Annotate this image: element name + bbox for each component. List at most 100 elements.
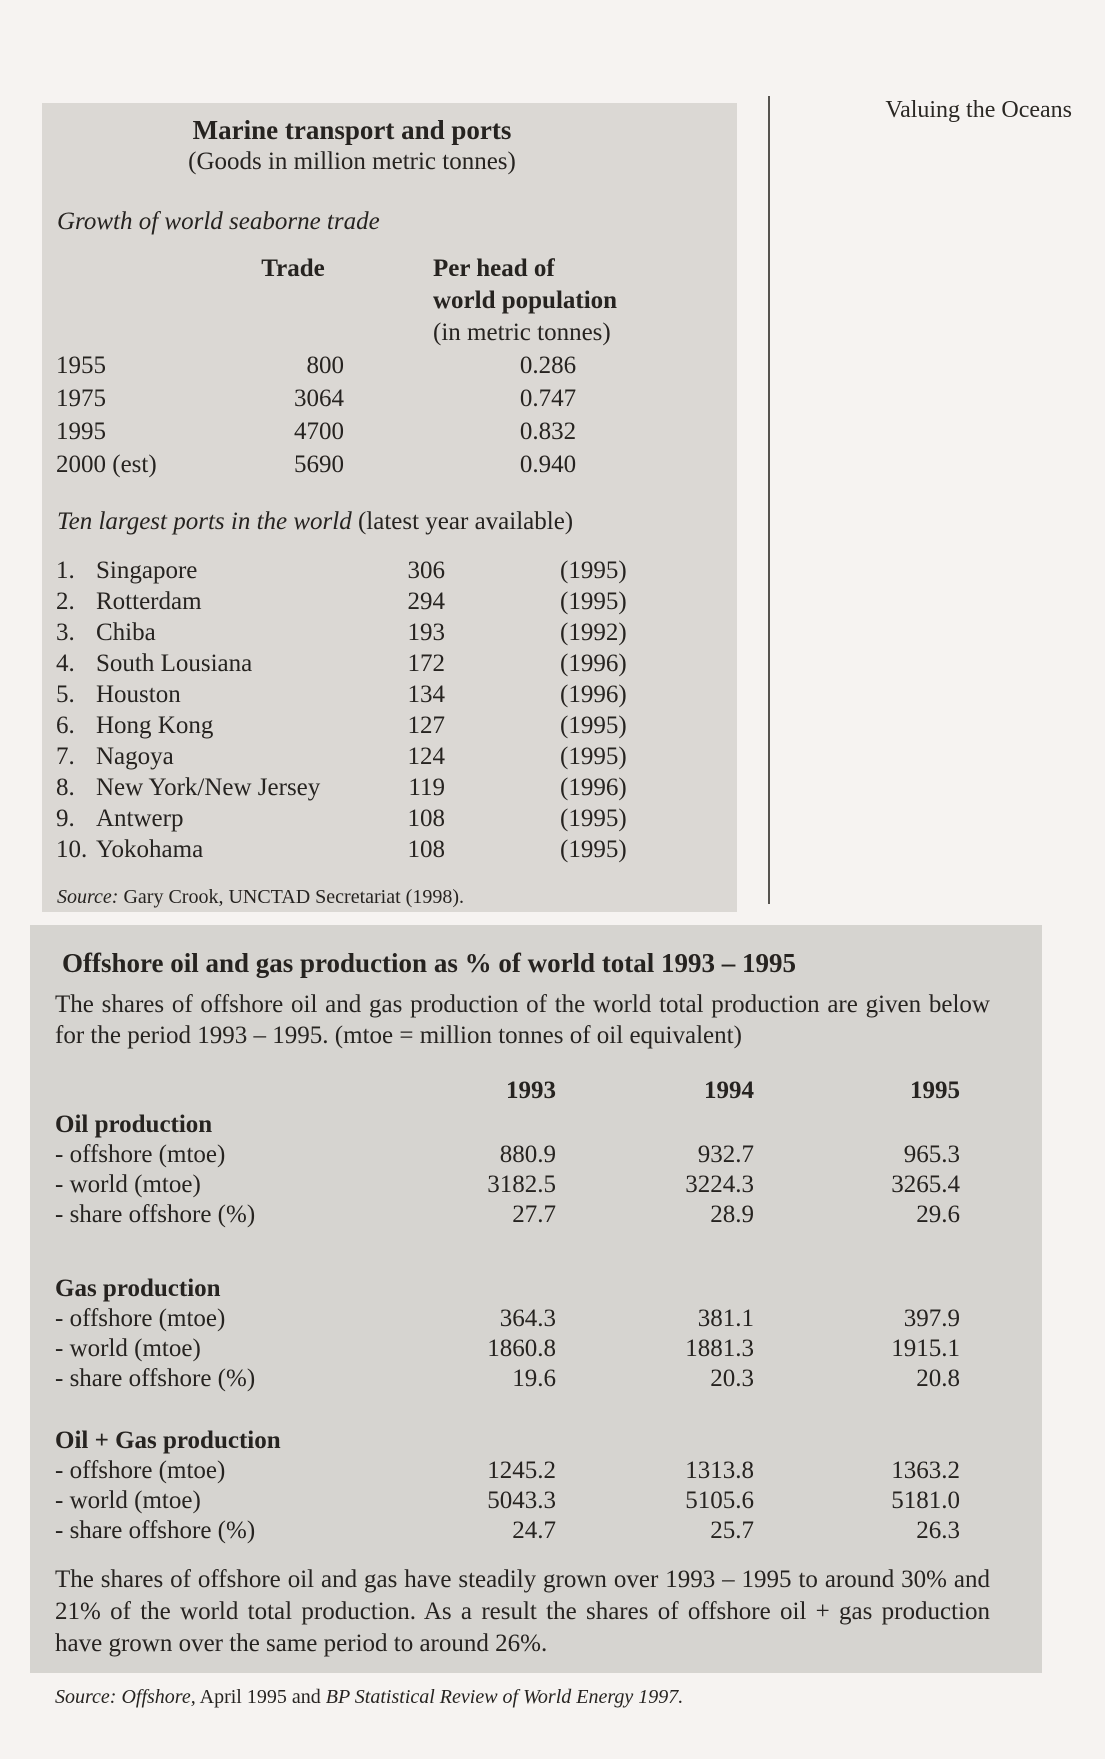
value-1994: 3224.3 (685, 1171, 754, 1198)
row-label: - offshore (mtoe) (55, 1305, 226, 1332)
value-1994: 5105.6 (685, 1487, 754, 1514)
offshore-production-box: Offshore oil and gas production as % of … (30, 925, 1042, 1708)
port-name: Nagoya (96, 743, 174, 770)
section-gas-production: Gas production - offshore (mtoe) 364.3 3… (55, 1274, 1042, 1394)
port-year: (1995) (560, 588, 627, 615)
value-1994: 28.9 (710, 1201, 754, 1228)
port-year: (1995) (560, 712, 627, 739)
year-header: 1994 (704, 1077, 754, 1104)
perhead-line3: (in metric tonnes) (433, 319, 611, 346)
seaborne-col-perhead: Per head of world population (in metric … (433, 253, 663, 349)
port-name: Chiba (96, 619, 156, 646)
value-1995: 29.6 (916, 1201, 960, 1228)
year-header: 1995 (910, 1077, 960, 1104)
value-1994: 932.7 (697, 1141, 754, 1168)
row-label: - share offshore (%) (55, 1517, 256, 1544)
row-label: - offshore (mtoe) (55, 1141, 226, 1168)
seaborne-trade-value: 3064 (294, 385, 344, 412)
source-text: Gary Crook, UNCTAD Secretariat (1998). (123, 886, 464, 908)
port-name: Hong Kong (96, 712, 214, 739)
port-row: 6. Hong Kong 127 (1995) (42, 710, 737, 741)
value-1994: 1313.8 (685, 1457, 754, 1484)
seaborne-row: 2000 (est) 5690 0.940 (42, 448, 737, 481)
seaborne-trade-header-row: Trade Per head of world population (in m… (42, 253, 737, 349)
value-1993: 3182.5 (487, 1171, 556, 1198)
marine-box-title-block: Marine transport and ports (Goods in mil… (42, 115, 662, 177)
port-volume: 134 (407, 681, 446, 708)
source-label: Source: (57, 886, 119, 908)
value-1995: 1915.1 (891, 1335, 960, 1362)
data-row: - share offshore (%) 27.7 28.9 29.6 (55, 1200, 1042, 1230)
row-label: - world (mtoe) (55, 1487, 201, 1514)
seaborne-perhead-value: 0.940 (519, 451, 577, 478)
port-year: (1995) (560, 557, 627, 584)
port-name: New York/New Jersey (96, 774, 321, 801)
value-1993: 364.3 (499, 1305, 556, 1332)
data-row: - offshore (mtoe) 880.9 932.7 965.3 (55, 1140, 1042, 1170)
value-1995: 26.3 (916, 1517, 960, 1544)
offshore-source-line: Source: Offshore, April 1995 and BP Stat… (55, 1685, 1042, 1709)
port-year: (1996) (560, 650, 627, 677)
row-label: - world (mtoe) (55, 1335, 201, 1362)
section-heading: Gas production (55, 1275, 221, 1302)
source-work-2: BP Statistical Review of World Energy 19… (325, 1686, 684, 1708)
port-rank: 10. (56, 836, 88, 863)
section-oil-production: Oil production - offshore (mtoe) 880.9 9… (55, 1110, 1042, 1230)
port-year: (1996) (560, 774, 627, 801)
seaborne-trade-value: 800 (306, 352, 345, 379)
ports-heading-italic: Ten largest ports in the world (57, 508, 352, 535)
port-volume: 124 (407, 743, 446, 770)
value-1995: 1363.2 (891, 1457, 960, 1484)
port-rank: 3. (56, 619, 75, 646)
port-rank: 4. (56, 650, 75, 677)
port-rank: 9. (56, 805, 75, 832)
port-volume: 193 (407, 619, 446, 646)
seaborne-row: 1975 3064 0.747 (42, 382, 737, 415)
value-1993: 5043.3 (487, 1487, 556, 1514)
port-row: 9. Antwerp 108 (1995) (42, 803, 737, 834)
row-label: - offshore (mtoe) (55, 1457, 226, 1484)
seaborne-trade-value: 4700 (294, 418, 344, 445)
value-1995: 965.3 (903, 1141, 960, 1168)
value-1995: 5181.0 (891, 1487, 960, 1514)
port-rank: 5. (56, 681, 75, 708)
data-row: - world (mtoe) 5043.3 5105.6 5181.0 (55, 1486, 1042, 1516)
offshore-box-title: Offshore oil and gas production as % of … (62, 948, 797, 978)
offshore-intro-paragraph: The shares of offshore oil and gas produ… (55, 991, 990, 1049)
marine-source-line: Source: Gary Crook, UNCTAD Secretariat (… (57, 885, 737, 909)
value-1994: 25.7 (710, 1517, 754, 1544)
row-label: - world (mtoe) (55, 1171, 201, 1198)
port-row: 7. Nagoya 124 (1995) (42, 741, 737, 772)
seaborne-perhead-value: 0.832 (519, 418, 577, 445)
value-1995: 397.9 (903, 1305, 960, 1332)
value-1993: 24.7 (512, 1517, 556, 1544)
data-row: - offshore (mtoe) 364.3 381.1 397.9 (55, 1304, 1042, 1334)
port-rank: 7. (56, 743, 75, 770)
source-middle: April 1995 and (195, 1686, 326, 1708)
port-name: Yokohama (96, 836, 204, 863)
port-row: 5. Houston 134 (1996) (42, 679, 737, 710)
port-volume: 294 (407, 588, 446, 615)
marine-box-subtitle: (Goods in million metric tonnes) (188, 148, 516, 175)
port-name: Antwerp (96, 805, 184, 832)
value-1994: 1881.3 (685, 1335, 754, 1362)
value-1993: 27.7 (512, 1201, 556, 1228)
port-name: Rotterdam (96, 588, 202, 615)
seaborne-row: 1955 800 0.286 (42, 349, 737, 382)
column-divider-rule (768, 96, 770, 904)
offshore-year-header-row: 1993 1994 1995 (55, 1076, 1042, 1106)
perhead-line2: world population (433, 287, 618, 314)
seaborne-perhead-value: 0.286 (519, 352, 577, 379)
value-1993: 1245.2 (487, 1457, 556, 1484)
ports-heading: Ten largest ports in the world (latest y… (57, 507, 737, 537)
port-volume: 108 (407, 836, 446, 863)
seaborne-year: 2000 (est) (56, 451, 157, 478)
value-1995: 3265.4 (891, 1171, 960, 1198)
port-year: (1996) (560, 681, 627, 708)
source-label: Source: (55, 1686, 117, 1708)
section-heading: Oil production (55, 1111, 213, 1138)
value-1993: 880.9 (499, 1141, 556, 1168)
seaborne-trade-heading: Growth of world seaborne trade (57, 208, 380, 235)
data-row: - offshore (mtoe) 1245.2 1313.8 1363.2 (55, 1456, 1042, 1486)
